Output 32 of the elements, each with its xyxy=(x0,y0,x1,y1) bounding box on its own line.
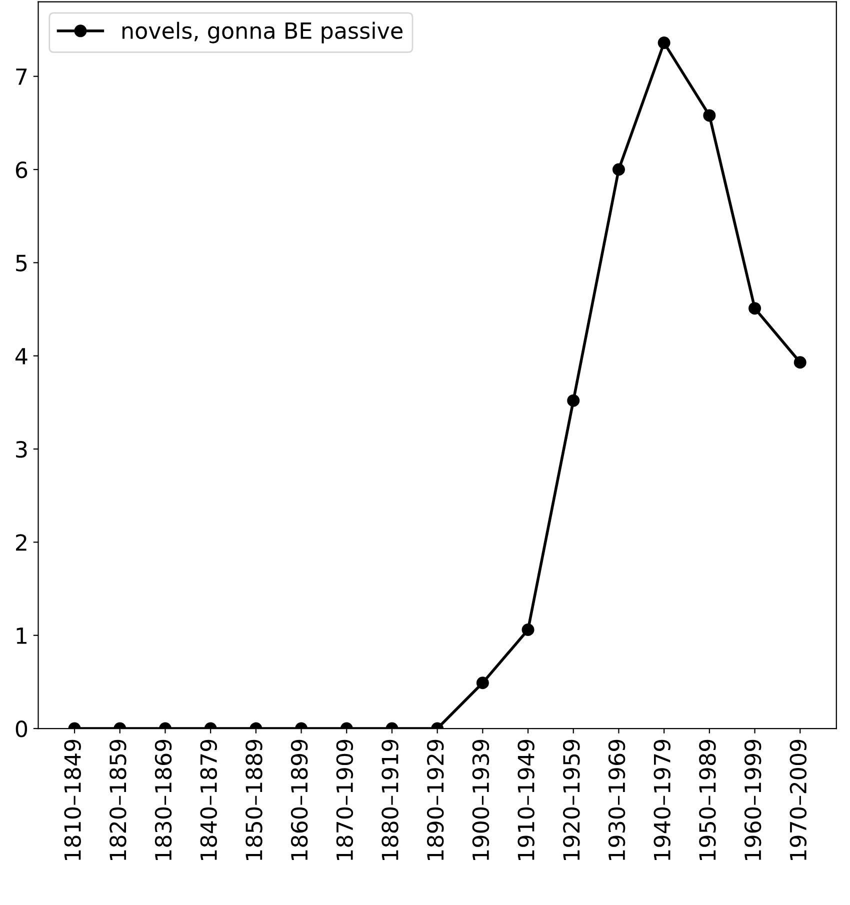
point xyxy=(612,163,625,176)
y-tick-label: 4 xyxy=(15,348,28,364)
x-tick-label: 1970–2009 xyxy=(790,740,807,860)
y-tick-label: 5 xyxy=(16,254,27,272)
x-tick-label: 1860–1899 xyxy=(290,740,308,860)
x-tick-label: 1930–1969 xyxy=(608,740,626,860)
x-tick-label: 1810–1849 xyxy=(64,740,81,860)
point xyxy=(794,356,806,369)
x-tick-label: 1870–1909 xyxy=(336,740,354,860)
y-tick-label: 6 xyxy=(16,161,28,178)
y-tick-label: 0 xyxy=(16,720,28,738)
y-tick-label: 2 xyxy=(16,534,26,551)
x-tick-label: 1920–1959 xyxy=(563,740,580,860)
x-tick-label: 1850–1889 xyxy=(246,740,262,860)
x-tick-label: 1940–1979 xyxy=(654,740,671,860)
y-tick-label: 3 xyxy=(16,440,27,458)
y-tick-label: 1 xyxy=(16,628,26,644)
x-tick-label: 1880–1919 xyxy=(382,740,398,860)
point xyxy=(703,109,716,122)
x-tick-label: 1910–1949 xyxy=(518,740,534,860)
x-tick-label: 1890–1929 xyxy=(426,740,444,860)
x-tick-label: 1820–1859 xyxy=(110,740,126,860)
x-tick-label: 1950–1989 xyxy=(699,740,716,860)
x-tick-label: 1900–1939 xyxy=(472,740,490,860)
legend-label: novels, gonna BE passive xyxy=(122,22,402,44)
x-tick-label: 1960–1999 xyxy=(744,740,762,860)
x-tick-label: 1830–1869 xyxy=(154,740,172,860)
point xyxy=(567,394,580,407)
y-tick-label: 7 xyxy=(16,68,27,85)
x-tick-label: 1840–1879 xyxy=(200,740,218,860)
point xyxy=(658,36,670,50)
point xyxy=(748,302,762,315)
